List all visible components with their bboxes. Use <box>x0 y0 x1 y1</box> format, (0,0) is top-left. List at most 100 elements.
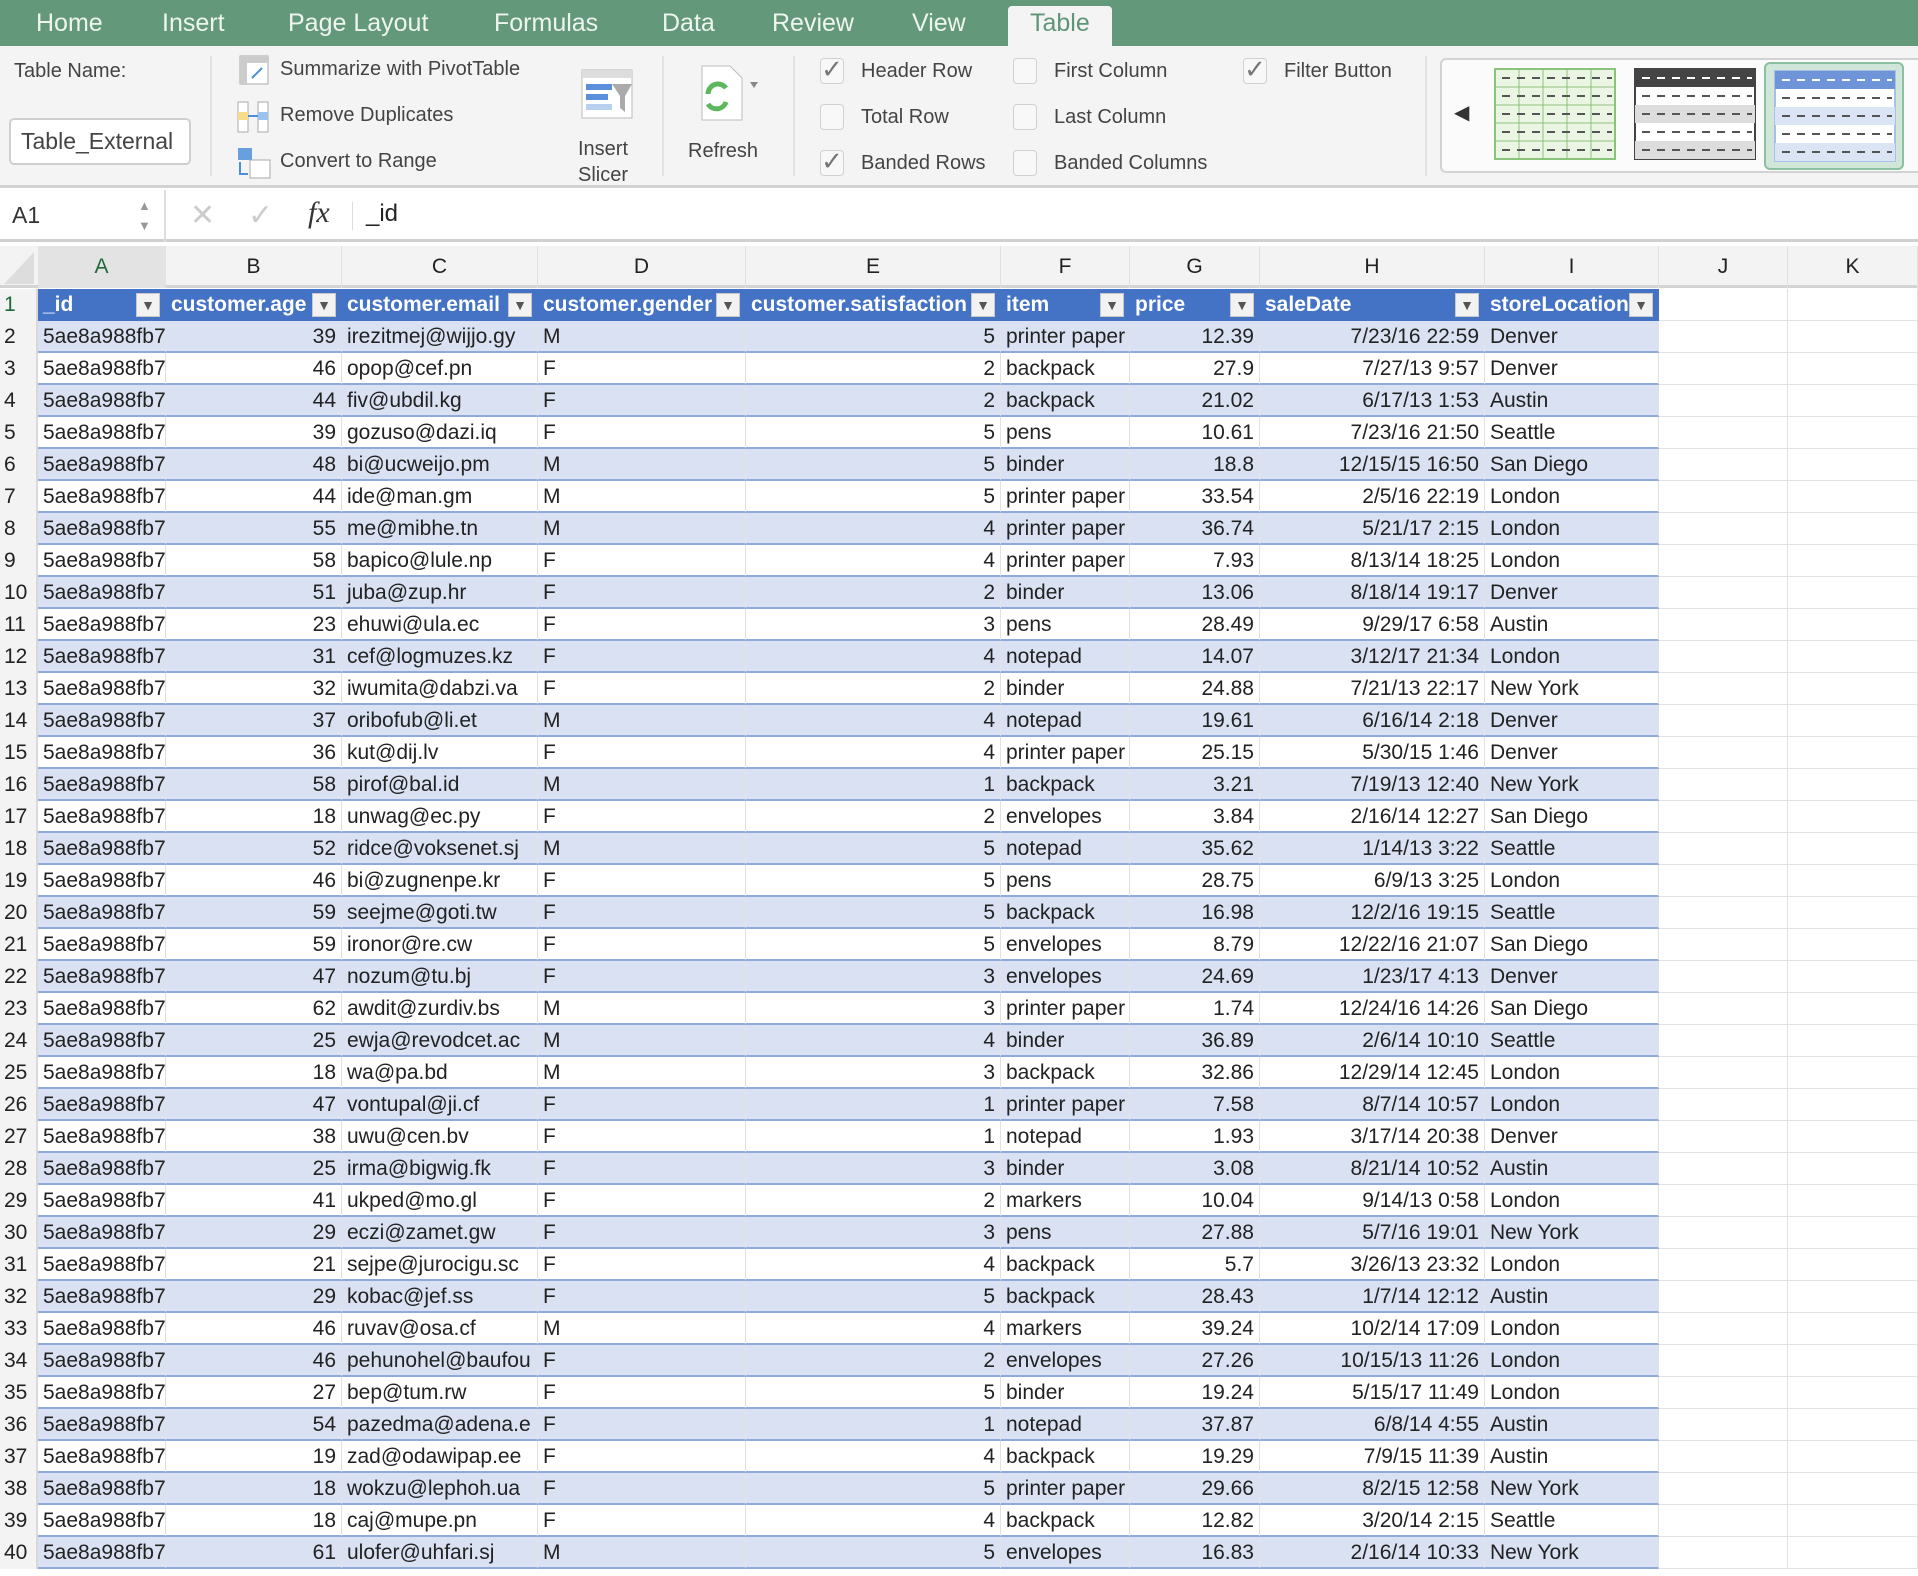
cell[interactable]: 3/20/14 2:15 <box>1260 1505 1485 1537</box>
cell[interactable]: 3.84 <box>1130 801 1260 833</box>
cell[interactable]: 5ae8a988fb7 <box>38 1025 166 1057</box>
cell[interactable]: 4 <box>746 545 1001 577</box>
empty-cell[interactable] <box>1788 577 1918 609</box>
cell[interactable]: juba@zup.hr <box>342 577 538 609</box>
cell[interactable]: 2/5/16 22:19 <box>1260 481 1485 513</box>
cell[interactable]: 39 <box>166 417 342 449</box>
empty-cell[interactable] <box>1659 1057 1788 1089</box>
cell[interactable]: 46 <box>166 353 342 385</box>
empty-cell[interactable] <box>1659 1505 1788 1537</box>
column-header-H[interactable]: H <box>1260 246 1485 288</box>
cell[interactable]: 37.87 <box>1130 1409 1260 1441</box>
empty-cell[interactable] <box>1788 1249 1918 1281</box>
cell[interactable]: 18 <box>166 1057 342 1089</box>
filter-dropdown-icon[interactable]: ▼ <box>136 293 160 317</box>
empty-cell[interactable] <box>1788 737 1918 769</box>
column-header-I[interactable]: I <box>1485 246 1659 288</box>
cell[interactable]: 8/2/15 12:58 <box>1260 1473 1485 1505</box>
cell[interactable]: 6/17/13 1:53 <box>1260 385 1485 417</box>
cell[interactable]: Seattle <box>1485 417 1659 449</box>
cell[interactable]: Seattle <box>1485 1505 1659 1537</box>
cell[interactable]: 5ae8a988fb7 <box>38 1121 166 1153</box>
cell[interactable]: ridce@voksenet.sj <box>342 833 538 865</box>
row-number[interactable]: 14 <box>0 705 38 737</box>
empty-cell[interactable] <box>1659 833 1788 865</box>
cell[interactable]: M <box>538 321 746 353</box>
cell[interactable]: 1 <box>746 769 1001 801</box>
row-number[interactable]: 27 <box>0 1121 38 1153</box>
cell[interactable]: kobac@jef.ss <box>342 1281 538 1313</box>
column-header-K[interactable]: K <box>1788 246 1918 288</box>
empty-cell[interactable] <box>1788 513 1918 545</box>
cell[interactable]: notepad <box>1001 705 1130 737</box>
row-number[interactable]: 16 <box>0 769 38 801</box>
cell[interactable]: backpack <box>1001 1505 1130 1537</box>
cell[interactable]: envelopes <box>1001 961 1130 993</box>
cell[interactable]: 7/23/16 22:59 <box>1260 321 1485 353</box>
cell[interactable]: 5 <box>746 321 1001 353</box>
cell[interactable]: 25 <box>166 1153 342 1185</box>
cell[interactable]: backpack <box>1001 897 1130 929</box>
cell[interactable]: Denver <box>1485 321 1659 353</box>
cell[interactable]: 5ae8a988fb7 <box>38 897 166 929</box>
row-number[interactable]: 19 <box>0 865 38 897</box>
cell[interactable]: 7/23/16 21:50 <box>1260 417 1485 449</box>
cell[interactable]: F <box>538 1217 746 1249</box>
cell[interactable]: 9/14/13 0:58 <box>1260 1185 1485 1217</box>
cell[interactable]: 55 <box>166 513 342 545</box>
cell[interactable]: irma@bigwig.fk <box>342 1153 538 1185</box>
cell[interactable]: 5ae8a988fb7 <box>38 577 166 609</box>
first-column-checkbox[interactable] <box>1013 58 1037 84</box>
cell[interactable]: 4 <box>746 1505 1001 1537</box>
cell[interactable]: F <box>538 385 746 417</box>
empty-cell[interactable] <box>1788 545 1918 577</box>
cell[interactable]: vontupal@ji.cf <box>342 1089 538 1121</box>
cell[interactable]: fiv@ubdil.kg <box>342 385 538 417</box>
empty-cell[interactable] <box>1788 449 1918 481</box>
cell[interactable]: 5 <box>746 449 1001 481</box>
row-number[interactable]: 13 <box>0 673 38 705</box>
row-number[interactable]: 18 <box>0 833 38 865</box>
row-number[interactable]: 12 <box>0 641 38 673</box>
cell[interactable]: 5 <box>746 417 1001 449</box>
cell[interactable]: 32.86 <box>1130 1057 1260 1089</box>
cell[interactable]: Seattle <box>1485 833 1659 865</box>
cell[interactable]: 62 <box>166 993 342 1025</box>
empty-cell[interactable] <box>1659 513 1788 545</box>
cell[interactable]: 5ae8a988fb7 <box>38 1281 166 1313</box>
cell[interactable]: New York <box>1485 673 1659 705</box>
cell[interactable]: printer paper <box>1001 737 1130 769</box>
cell[interactable]: 12.82 <box>1130 1505 1260 1537</box>
row-number[interactable]: 24 <box>0 1025 38 1057</box>
cell[interactable]: 19 <box>166 1441 342 1473</box>
cell[interactable]: 5 <box>746 1473 1001 1505</box>
cell[interactable]: 1/23/17 4:13 <box>1260 961 1485 993</box>
header-row-checkbox[interactable]: ✓ <box>820 54 844 84</box>
last-column-checkbox[interactable] <box>1013 104 1037 130</box>
cell[interactable]: ironor@re.cw <box>342 929 538 961</box>
cell[interactable]: 48 <box>166 449 342 481</box>
empty-cell[interactable] <box>1788 417 1918 449</box>
cell[interactable]: markers <box>1001 1313 1130 1345</box>
cell[interactable]: Austin <box>1485 385 1659 417</box>
cell[interactable]: 27.26 <box>1130 1345 1260 1377</box>
empty-cell[interactable] <box>1659 1313 1788 1345</box>
cell[interactable]: London <box>1485 865 1659 897</box>
row-number[interactable]: 29 <box>0 1185 38 1217</box>
cell[interactable]: London <box>1485 1057 1659 1089</box>
cell[interactable]: F <box>538 545 746 577</box>
row-number[interactable]: 30 <box>0 1217 38 1249</box>
cell[interactable]: 16.83 <box>1130 1537 1260 1569</box>
cell[interactable]: 28.49 <box>1130 609 1260 641</box>
cell[interactable]: San Diego <box>1485 801 1659 833</box>
total-row-checkbox[interactable] <box>820 104 844 130</box>
row-number[interactable]: 22 <box>0 961 38 993</box>
cell[interactable]: F <box>538 577 746 609</box>
cell[interactable]: Denver <box>1485 577 1659 609</box>
cell[interactable]: 5ae8a988fb7 <box>38 993 166 1025</box>
cell[interactable]: F <box>538 1281 746 1313</box>
cell[interactable]: envelopes <box>1001 1345 1130 1377</box>
cell[interactable]: 5ae8a988fb7 <box>38 1249 166 1281</box>
cell[interactable]: 8/18/14 19:17 <box>1260 577 1485 609</box>
cell[interactable]: 10/2/14 17:09 <box>1260 1313 1485 1345</box>
